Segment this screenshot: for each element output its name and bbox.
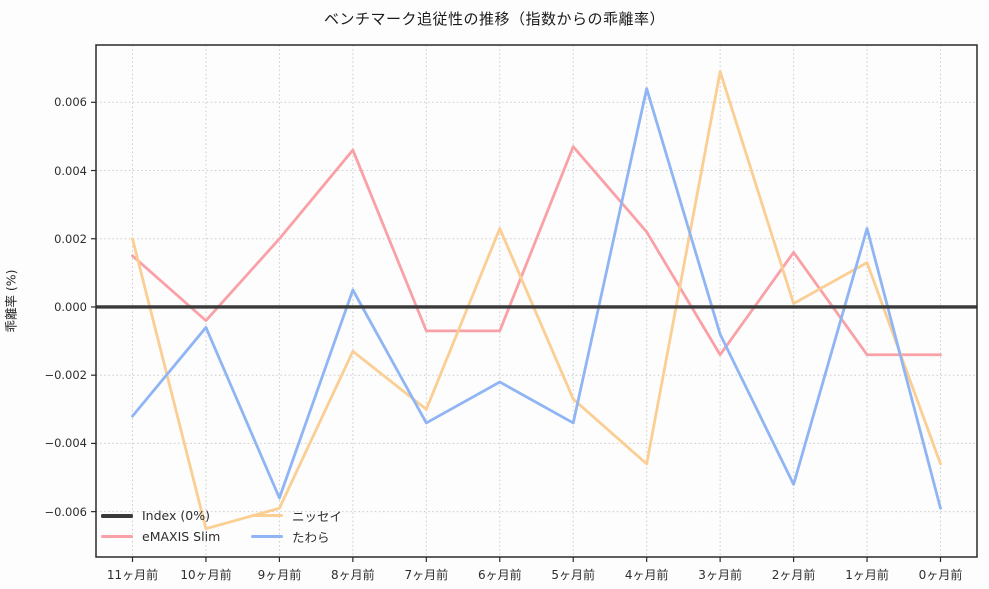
x-tick-label: 10ヶ月前 bbox=[180, 568, 232, 582]
x-tick-label: 6ヶ月前 bbox=[477, 568, 522, 582]
series-line-eMAXIS Slim bbox=[131, 145, 942, 357]
x-tick-label: 9ヶ月前 bbox=[257, 568, 302, 582]
y-tick-label: 0.006 bbox=[54, 95, 87, 110]
legend-swatch-icon bbox=[101, 513, 133, 518]
series-line-ニッセイ bbox=[131, 70, 942, 531]
x-tick-label: 11ヶ月前 bbox=[106, 568, 159, 582]
y-tick-label: 0.000 bbox=[54, 299, 87, 314]
legend-label: ニッセイ bbox=[292, 509, 343, 524]
x-tick-label: 4ヶ月前 bbox=[624, 568, 669, 582]
plot-frame bbox=[95, 44, 978, 558]
x-tick-label: 2ヶ月前 bbox=[771, 568, 816, 582]
legend-item: たわら bbox=[251, 527, 401, 546]
legend-label: たわら bbox=[292, 530, 330, 545]
legend-label: eMAXIS Slim bbox=[142, 529, 221, 544]
chart-legend: Index (0%) eMAXIS Slim ニッセイたわら bbox=[101, 505, 401, 547]
y-tick-label: −0.002 bbox=[44, 368, 87, 383]
legend-swatch-icon bbox=[251, 535, 283, 538]
chart-title: ベンチマーク追従性の推移（指数からの乖離率） bbox=[323, 10, 665, 28]
legend-swatch-icon bbox=[251, 514, 283, 517]
y-tick-label: 0.002 bbox=[54, 231, 87, 246]
legend-item: eMAXIS Slim bbox=[101, 529, 251, 544]
y-tick-label: 0.004 bbox=[54, 163, 87, 178]
x-tick-label: 1ヶ月前 bbox=[845, 568, 889, 582]
legend-item: Index (0%) bbox=[101, 508, 251, 523]
legend-item: ニッセイ bbox=[251, 506, 401, 525]
legend-swatch-icon bbox=[101, 535, 133, 538]
x-tick-label: 3ヶ月前 bbox=[698, 568, 742, 582]
x-tick-label: 0ヶ月前 bbox=[918, 568, 963, 582]
x-tick-label: 5ヶ月前 bbox=[551, 568, 596, 582]
y-tick-label: −0.006 bbox=[44, 504, 87, 519]
series-line-たわら bbox=[131, 87, 942, 510]
x-tick-label: 8ヶ月前 bbox=[331, 568, 375, 582]
x-tick-label: 7ヶ月前 bbox=[404, 568, 449, 582]
legend-label: Index (0%) bbox=[142, 508, 210, 523]
y-tick-label: −0.004 bbox=[44, 436, 87, 451]
